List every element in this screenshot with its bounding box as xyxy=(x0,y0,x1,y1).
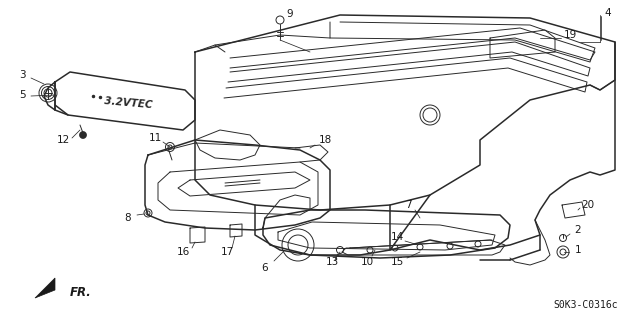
Circle shape xyxy=(79,132,87,139)
Text: 14: 14 xyxy=(391,232,404,242)
Text: 4: 4 xyxy=(604,8,611,18)
Text: 15: 15 xyxy=(391,257,404,267)
Text: 7: 7 xyxy=(404,200,411,210)
Text: 3: 3 xyxy=(19,70,25,80)
Text: 13: 13 xyxy=(325,257,338,267)
Polygon shape xyxy=(35,278,55,298)
Text: 18: 18 xyxy=(318,135,331,145)
Text: 20: 20 xyxy=(581,200,594,210)
Text: 12: 12 xyxy=(57,135,70,145)
Text: FR.: FR. xyxy=(70,286,92,300)
Text: 3.2VTEC: 3.2VTEC xyxy=(103,96,152,110)
Text: 17: 17 xyxy=(220,247,233,257)
Text: 10: 10 xyxy=(360,257,374,267)
Text: 1: 1 xyxy=(575,245,581,255)
Text: 8: 8 xyxy=(125,213,131,223)
Text: 19: 19 xyxy=(564,30,577,40)
Text: 11: 11 xyxy=(148,133,162,143)
Text: 6: 6 xyxy=(262,263,269,273)
Text: 9: 9 xyxy=(287,9,293,19)
Text: 16: 16 xyxy=(176,247,189,257)
Text: S0K3-C0316c: S0K3-C0316c xyxy=(554,300,618,310)
Text: 2: 2 xyxy=(575,225,581,235)
Text: 5: 5 xyxy=(19,90,25,100)
